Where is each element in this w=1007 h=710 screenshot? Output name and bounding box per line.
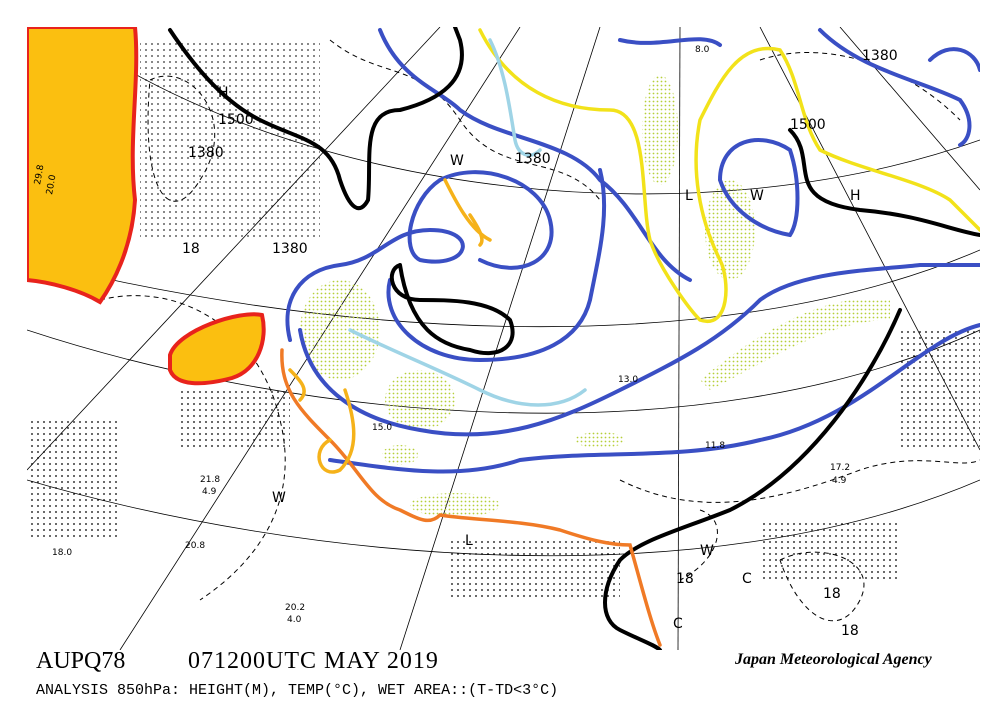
agency-name: Japan Meteorological Agency — [734, 651, 933, 668]
map-label: W — [450, 153, 464, 169]
map-label: 29.8 — [33, 164, 46, 186]
map-label: 18 — [182, 241, 200, 257]
dotted-area — [180, 390, 290, 450]
map-label: W — [272, 490, 286, 506]
map-label: 1380 — [515, 151, 551, 167]
map-label: 1380 — [188, 145, 224, 161]
map-label: 20.2 — [285, 603, 305, 613]
map-label: 15.0 — [372, 423, 392, 433]
map-label: H — [218, 85, 229, 101]
wet-area — [642, 75, 678, 185]
dashed-contour — [147, 75, 216, 202]
isotherm — [378, 28, 692, 282]
map-label: 18.0 — [52, 548, 72, 558]
map-label: 1500 — [218, 112, 254, 128]
isotherm — [328, 323, 980, 474]
map-label: C — [673, 616, 683, 632]
dotted-area — [900, 330, 980, 450]
dashed-contour — [619, 459, 980, 503]
map-label: 18 — [841, 623, 859, 639]
isotherm — [488, 38, 542, 157]
wet-area — [575, 432, 625, 448]
dotted-area — [140, 40, 320, 240]
map-label: 20.8 — [185, 541, 205, 551]
warm-region — [168, 312, 266, 386]
latitude-line — [27, 329, 980, 414]
map-label: 1500 — [790, 117, 826, 133]
longitude-line — [27, 27, 441, 471]
map-label: L — [685, 188, 693, 204]
isotherm — [618, 37, 722, 47]
isotherm — [928, 47, 980, 72]
wet-area — [385, 370, 455, 430]
isotherm — [718, 138, 800, 238]
analysis-time: 071200UTC MAY 2019 — [188, 648, 439, 674]
wet-area — [382, 445, 418, 465]
map-label: 18 — [823, 586, 841, 602]
longitude-line — [399, 27, 601, 650]
map-label: 17.2 — [830, 463, 850, 473]
isotherm — [478, 28, 980, 324]
dashed-contour — [329, 39, 601, 201]
dashed-contour — [779, 551, 865, 622]
height-contour — [168, 27, 464, 211]
map-label: H — [850, 188, 861, 204]
map-label: 1380 — [862, 48, 898, 64]
map-label: 4.9 — [832, 476, 847, 486]
map-label: 4.9 — [202, 487, 217, 497]
warm-region — [27, 27, 139, 305]
map-label: 13.0 — [618, 375, 638, 385]
latitude-line — [27, 479, 980, 557]
map-label: 21.8 — [200, 475, 220, 485]
map-label: 18 — [676, 571, 694, 587]
isotherm — [818, 28, 972, 147]
isotherm — [386, 168, 607, 363]
longitude-line — [759, 27, 980, 451]
longitude-line — [677, 27, 681, 650]
height-contour — [603, 308, 902, 650]
dotted-area — [760, 520, 900, 580]
wet-area — [700, 298, 890, 390]
dashed-contour — [679, 509, 718, 581]
height-contour — [788, 128, 980, 237]
latitude-line — [59, 27, 980, 195]
isotherm — [443, 178, 492, 247]
map-label: 20.0 — [45, 174, 58, 196]
map-label: C — [742, 571, 752, 587]
isotherm — [285, 170, 554, 342]
map-label: 11.8 — [705, 441, 725, 451]
map-label: 4.0 — [287, 615, 302, 625]
description: ANALYSIS 850hPa: HEIGHT(M), TEMP(°C), WE… — [36, 682, 558, 699]
map-label: W — [750, 188, 764, 204]
map-label: W — [700, 543, 714, 559]
map-label: 1380 — [272, 241, 308, 257]
height-contour — [389, 263, 515, 356]
dotted-area — [27, 420, 117, 540]
longitude-line — [839, 27, 980, 191]
dotted-area — [450, 540, 620, 600]
map-label: 8.0 — [695, 45, 710, 55]
product-code: AUPQ78 — [36, 648, 125, 674]
latitude-line — [27, 249, 980, 328]
isotherm — [288, 368, 356, 474]
wet-area — [410, 493, 500, 517]
wet-area — [300, 280, 380, 380]
isotherm — [348, 328, 587, 407]
wet-area — [705, 180, 755, 280]
map-label: L — [465, 533, 473, 549]
map-area: H 1500 1380 18 1380 W 1380 H 1500 1380 L… — [27, 27, 980, 650]
isotherm — [298, 263, 980, 437]
